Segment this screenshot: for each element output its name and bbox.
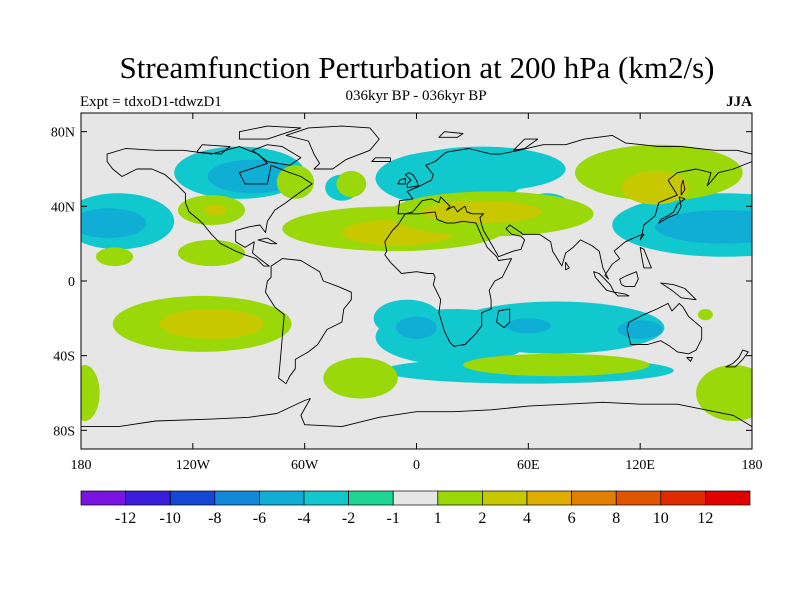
colorbar-swatch-10 (526, 490, 572, 506)
contour-region-13 (448, 301, 665, 354)
coastline-ireland (397, 177, 406, 185)
coastline-greenland (285, 125, 380, 170)
season-label: JJA (726, 94, 752, 110)
contour-region-20 (422, 200, 542, 224)
coastline-new-zealand (725, 349, 749, 368)
colorbar-label-8: 2 (478, 510, 486, 527)
colorbar-label-11: 8 (612, 510, 620, 527)
x-tick-label-0: 180 (71, 458, 92, 473)
colorbar-label-5: -2 (342, 510, 355, 527)
contour-region-33 (696, 365, 752, 421)
colorbar-label-4: -4 (297, 510, 310, 527)
contour-region-25 (177, 239, 246, 267)
contour-region-1 (207, 159, 298, 194)
coastline-south-america (265, 258, 352, 385)
chart-subtitle: 036kyr BP - 036kyr BP (345, 88, 487, 104)
colorbar-swatch-6 (348, 490, 394, 506)
colorbar-swatch-5 (303, 490, 349, 506)
y-tick-label-1: 40N (51, 200, 75, 215)
y-tick-label-2: 0 (68, 275, 75, 290)
coastline-sakhalin (680, 179, 686, 196)
coastline-north-america (106, 146, 313, 267)
colorbar-swatch-3 (214, 490, 260, 506)
contour-region-26 (95, 247, 134, 267)
coastline-ellesmere-island (238, 125, 302, 140)
colorbar-label-2: -8 (208, 510, 221, 527)
coastline-new-guinea (660, 282, 697, 301)
contour-region-22 (336, 170, 367, 197)
coastline-borneo (619, 271, 639, 288)
colorbar-swatch-9 (482, 490, 528, 506)
coastline-java (613, 291, 630, 297)
colorbar-label-9: 4 (523, 510, 531, 527)
experiment-label: Expt = tdxoD1-tdwzD1 (80, 94, 222, 110)
colorbar-swatch-14 (705, 490, 751, 506)
contour-region-21 (276, 165, 314, 199)
x-tick-label-4: 60E (517, 458, 540, 473)
colorbar-label-13: 12 (697, 510, 713, 527)
colorbar-label-12: 10 (653, 510, 669, 527)
y-tick-label-3: 40S (53, 350, 75, 365)
coastline-japan (658, 196, 686, 224)
contour-region-9 (655, 210, 752, 244)
y-tick-label-4: 80S (53, 424, 75, 439)
colorbar: -12 -10 -8 -6 -4 -2 -1 1 2 4 6 8 10 12 (80, 490, 751, 527)
contour-region-24 (204, 204, 227, 216)
axis-layer: 180 120W 60W 0 60E 120E 180 80N 40N 0 40S 80S (51, 113, 763, 473)
coastline-baffin-island (252, 144, 302, 166)
colorbar-label-1: -10 (160, 510, 181, 527)
x-tick-label-1: 120W (176, 458, 211, 473)
coastline-tasmania (686, 357, 693, 362)
coastline-great-britain (404, 172, 419, 189)
contour-region-15 (617, 320, 663, 339)
coastline-svalbard (438, 131, 464, 138)
chart-title: Streamfunction Perturbation at 200 hPa (… (119, 50, 715, 85)
coastline-australia (626, 302, 703, 355)
y-tick-label-0: 80N (51, 126, 75, 141)
colorbar-swatch-12 (615, 490, 662, 506)
coastline-africa (384, 211, 513, 347)
x-tick-label-2: 60W (291, 458, 319, 473)
x-tick-label-6: 180 (742, 458, 763, 473)
contour-region-12 (395, 316, 438, 339)
coastline-taiwan (639, 233, 645, 241)
contour-region-28 (621, 170, 689, 205)
colorbar-label-7: 1 (434, 510, 442, 527)
contour-region-31 (323, 357, 398, 399)
colorbar-swatch-1 (125, 490, 171, 506)
contour-region-30 (159, 309, 264, 339)
coastline-layer (81, 125, 752, 449)
colorbar-swatch-11 (571, 490, 617, 506)
coastline-madagascar (496, 308, 511, 329)
coastline-philippines (639, 246, 652, 269)
contour-region-14 (505, 318, 551, 334)
colorbar-swatch-7 (392, 490, 439, 506)
contour-region-35 (697, 309, 713, 321)
contour-region-32 (463, 353, 650, 377)
colorbar-label-3: -6 (253, 510, 266, 527)
coastline-eurasia (397, 134, 752, 280)
coastline-novaya-zemlya (512, 138, 539, 151)
colorbar-swatch-13 (660, 490, 706, 506)
x-tick-label-3: 0 (413, 458, 420, 473)
colorbar-swatch-2 (169, 490, 216, 506)
coastline-iceland (371, 157, 391, 162)
contour-region-3 (81, 208, 147, 239)
contour-region-34 (81, 365, 100, 421)
colorbar-label-0: -12 (115, 510, 136, 527)
colorbar-swatch-8 (437, 490, 483, 506)
coastline-cuba (257, 237, 278, 245)
colorbar-label-10: 6 (568, 510, 576, 527)
coastline-sri-lanka (565, 261, 570, 271)
colorbar-label-6: -1 (387, 510, 400, 527)
colorbar-swatch-0 (80, 490, 126, 506)
coastline-antarctica (81, 398, 752, 449)
colorbar-swatch-4 (259, 490, 305, 506)
coastline-victoria-island (196, 144, 231, 155)
x-tick-label-5: 120E (625, 458, 655, 473)
